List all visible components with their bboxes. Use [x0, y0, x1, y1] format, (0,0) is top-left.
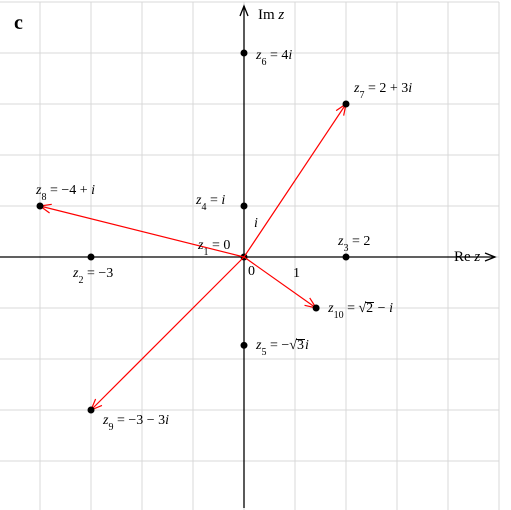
axis-label-re: Re z: [454, 249, 480, 266]
label-z3: z3 = 2: [338, 235, 370, 252]
label-z5: z5 = −√3i: [256, 339, 309, 356]
panel-label: c: [14, 12, 23, 35]
label-z8: z8 = −4 + i: [36, 184, 95, 201]
plot-svg: [0, 0, 511, 510]
axis-label-one: 1: [293, 267, 300, 281]
label-z9: z9 = −3 − 3i: [103, 414, 169, 431]
complex-plane-figure: { "panel_label": "c", "panel_label_pos":…: [0, 0, 511, 510]
label-z4: z4 = i: [196, 194, 225, 211]
axis-label-im: Im z: [258, 7, 284, 24]
label-z6: z6 = 4i: [256, 49, 292, 66]
axis-label-zero: 0: [248, 265, 255, 279]
label-z2: z2 = −3: [73, 267, 113, 284]
label-z10: z10 = √2 − i: [328, 302, 393, 319]
label-z7: z7 = 2 + 3i: [354, 82, 412, 99]
axis-label-i: i: [254, 217, 258, 231]
label-z1: z1 = 0: [198, 239, 230, 256]
